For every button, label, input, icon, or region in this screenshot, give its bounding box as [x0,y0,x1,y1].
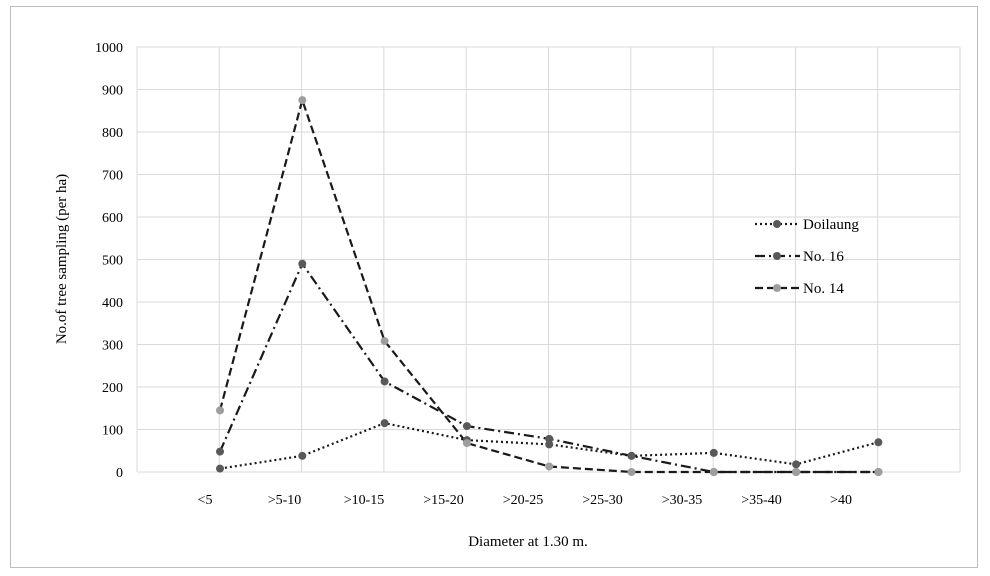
data-point [216,464,224,473]
legend-label: No. 16 [803,249,844,265]
y-tick-label: 100 [102,424,123,439]
y-tick-label: 500 [102,254,123,269]
y-tick-label: 700 [102,169,123,184]
data-point [545,440,554,449]
legend: Doilaung No. 16 No. 14 [755,217,859,297]
y-tick-label: 1000 [95,41,123,56]
data-point [627,468,636,476]
y-tick-label: 600 [102,211,123,226]
data-point [792,468,801,476]
y-axis-ticks: 0 100 200 300 400 500 600 700 800 900 1000 [95,41,123,481]
x-tick-label: <5 [198,493,213,508]
y-tick-label: 900 [102,84,123,99]
legend-marker [773,284,781,292]
data-point [792,460,801,469]
y-axis-label: No.of tree sampling (per ha) [54,174,70,344]
x-tick-label: >20-25 [503,493,544,508]
x-tick-label: >40 [830,493,852,508]
x-tick-label: >30-35 [662,493,703,508]
chart-frame [10,6,978,568]
data-point [545,462,554,471]
y-tick-label: 300 [102,339,123,354]
series-points [216,96,883,476]
y-tick-label: 0 [116,466,123,481]
data-point [380,337,389,346]
legend-label: No. 14 [803,281,844,297]
data-point [462,422,471,431]
legend-marker [773,252,781,260]
data-point [709,448,718,457]
x-axis-label: Diameter at 1.30 m. [468,534,588,550]
x-tick-label: >35-40 [741,493,782,508]
data-point [216,406,224,415]
x-tick-label: >15-20 [423,493,464,508]
legend-label: Doilaung [803,217,859,233]
y-tick-label: 200 [102,381,123,396]
data-point [298,259,307,268]
x-axis-ticks: <5 >5-10 >10-15 >15-20 >20-25 >25-30 >30-35 >35… [198,493,852,508]
x-tick-label: >5-10 [268,493,302,508]
data-point [298,96,307,105]
data-point [216,447,224,456]
y-tick-label: 800 [102,126,123,141]
data-point [462,439,471,448]
data-point [709,468,718,476]
legend-marker [773,220,781,228]
x-tick-label: >10-15 [344,493,385,508]
data-point [380,419,389,428]
data-point [380,377,389,386]
y-tick-label: 400 [102,296,123,311]
data-point [545,434,554,443]
data-point [874,468,883,476]
data-point [874,438,883,447]
x-tick-label: >25-30 [582,493,623,508]
data-point [627,451,636,460]
data-point [298,451,307,460]
